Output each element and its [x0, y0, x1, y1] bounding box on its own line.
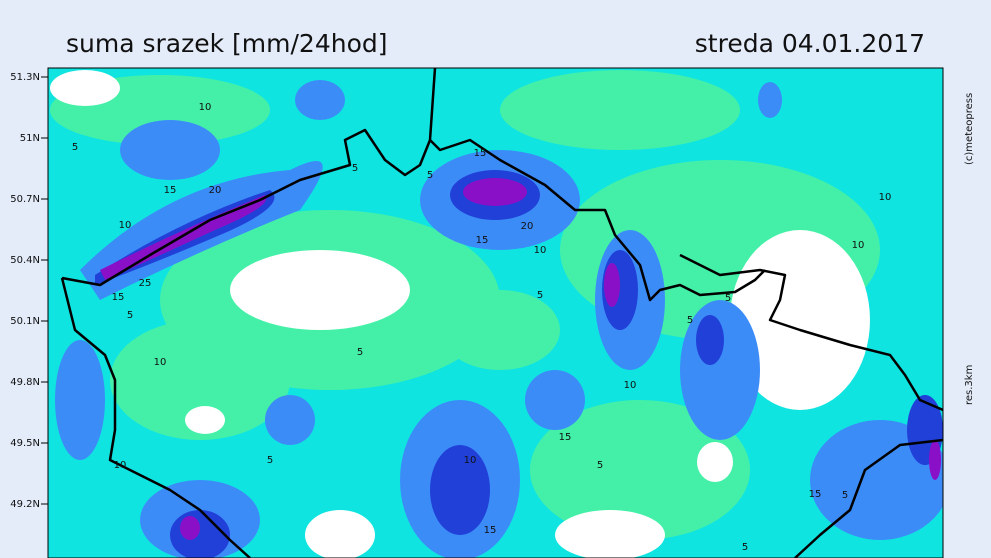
copyright: (c)meteopress [964, 93, 975, 165]
latitude-label: 50.1N [10, 316, 40, 327]
latitude-label: 49.2N [10, 499, 40, 510]
contour-label: 15 [474, 148, 487, 159]
contour-label: 5 [127, 310, 133, 321]
contour-label: 5 [72, 142, 78, 153]
contour-label: 5 [427, 170, 433, 181]
contour-label: 5 [357, 347, 363, 358]
contour-label: 5 [352, 163, 358, 174]
contour-label: 10 [464, 455, 477, 466]
map-frame [47, 67, 944, 558]
contour-label: 20 [521, 221, 534, 232]
latitude-label: 50.7N [10, 194, 40, 205]
contour-label: 5 [725, 293, 731, 304]
resolution: res.3km [964, 365, 975, 405]
contour-label: 5 [687, 315, 693, 326]
latitude-label: 51.3N [10, 72, 40, 83]
contour-label: 10 [119, 220, 132, 231]
latitude-label: 49.8N [10, 377, 40, 388]
latitude-labels: 51.3N 51N 50.7N 50.4N 50.1N 49.8N 49.5N 49.2N [10, 72, 48, 510]
contour-label: 25 [139, 278, 152, 289]
contour-label: 10 [114, 460, 127, 471]
latitude-label: 49.5N [10, 438, 40, 449]
map-title: suma srazek [mm/24hod] [66, 29, 388, 58]
contour-label: 5 [597, 460, 603, 471]
latitude-label: 51N [20, 133, 40, 144]
contour-label: 10 [624, 380, 637, 391]
contour-label: 15 [112, 292, 125, 303]
contour-label: 10 [154, 357, 167, 368]
contour-label: 5 [842, 490, 848, 501]
contour-label: 10 [534, 245, 547, 256]
map-date: streda 04.01.2017 [695, 29, 925, 58]
contour-label: 10 [199, 102, 212, 113]
contour-label: 15 [164, 185, 177, 196]
contour-label: 5 [537, 290, 543, 301]
contour-label: 20 [209, 185, 222, 196]
contour-label: 15 [559, 432, 572, 443]
contour-label: 10 [879, 192, 892, 203]
contour-label: 10 [852, 240, 865, 251]
contour-label: 15 [484, 525, 497, 536]
contour-label: 15 [476, 235, 489, 246]
contour-label: 15 [809, 489, 822, 500]
contour-label: 5 [742, 542, 748, 553]
latitude-label: 50.4N [10, 255, 40, 266]
contour-label: 5 [267, 455, 273, 466]
